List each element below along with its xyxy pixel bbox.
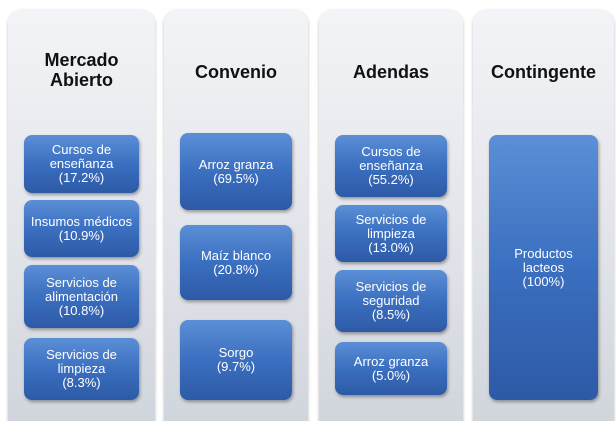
item-text: Insumos médicos (30, 213, 133, 229)
item-text: (100%) (522, 273, 565, 289)
item-text: lacteos (522, 259, 565, 275)
item-text: Cursos de (361, 144, 421, 159)
column-title: Adendas (319, 62, 463, 82)
item-text: Sorgo (218, 345, 254, 360)
item-box: Arroz granza (69.5%) (180, 133, 292, 210)
title-line: Adendas (352, 62, 430, 82)
item-box: Servicios de limpieza (13.0%) (335, 205, 447, 262)
item-text: (10.9%) (58, 227, 105, 243)
column-panel: Adendas Cursos de enseñanza (55.2%) Servicio… (319, 10, 463, 421)
item-box: Sorgo (9.7%) (180, 320, 292, 400)
column-panel: Convenio Arroz granza (69.5%) Maíz blanco (2… (164, 10, 308, 421)
item-box: Maíz blanco (20.8%) (180, 225, 292, 300)
item-box: Arroz granza (5.0%) (335, 342, 447, 395)
item-text: Servicios de (355, 211, 427, 227)
item-text: enseñanza (359, 158, 423, 173)
title-line: Abierto (50, 70, 113, 90)
item-text: (10.8%) (58, 302, 105, 318)
item-box: Productos lacteos (100%) (489, 135, 598, 400)
column-panel: Contingente Productos lacteos (100%) (473, 10, 614, 421)
item-text: (69.5%) (213, 170, 259, 186)
column-title: Mercado Abierto (8, 50, 155, 90)
item-text: Servicios de (46, 347, 117, 362)
item-box: Insumos médicos (10.9%) (24, 200, 139, 257)
item-text: seguridad (362, 293, 420, 308)
column-title: Contingente (473, 62, 614, 82)
item-text: Servicios de (46, 274, 117, 290)
item-box: Cursos de enseñanza (55.2%) (335, 135, 447, 197)
item-text: enseñanza (49, 156, 114, 171)
item-box: Servicios de alimentación (10.8%) (24, 265, 139, 328)
item-box: Servicios de seguridad (8.5%) (335, 270, 447, 332)
title-line: Contingente (491, 62, 596, 82)
item-text: Productos (514, 245, 573, 261)
item-text: Arroz granza (353, 353, 429, 369)
item-text: Maíz blanco (200, 247, 272, 263)
item-text: Servicios de (355, 279, 427, 294)
item-text: (20.8%) (213, 261, 259, 277)
column-panel: Mercado Abierto Cursos de enseñanza (17.2%) I… (8, 10, 155, 421)
item-text: alimentación (45, 288, 118, 304)
item-text: (9.7%) (216, 359, 256, 374)
title-line: Mercado (44, 50, 119, 70)
item-text: (13.0%) (368, 239, 414, 255)
item-box: Cursos de enseñanza (17.2%) (24, 135, 139, 193)
item-text: (17.2%) (58, 170, 105, 185)
item-text: Arroz granza (198, 156, 274, 172)
item-text: (5.0%) (371, 367, 411, 383)
column-title: Convenio (164, 62, 308, 82)
title-line: Convenio (194, 62, 277, 82)
item-text: limpieza (367, 225, 415, 241)
item-text: (55.2%) (368, 172, 414, 187)
item-text: (8.3%) (62, 375, 101, 390)
item-box: Servicios de limpieza (8.3%) (24, 338, 139, 400)
item-text: (8.5%) (371, 307, 411, 322)
item-text: Cursos de (51, 142, 112, 157)
item-text: limpieza (57, 361, 106, 376)
